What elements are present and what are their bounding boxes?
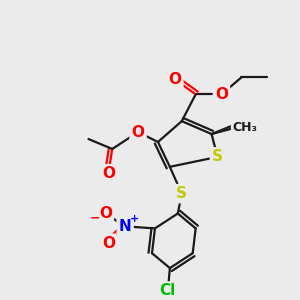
Text: +: + xyxy=(130,214,139,224)
Text: O: O xyxy=(168,72,181,87)
Text: O: O xyxy=(99,206,112,221)
Text: O: O xyxy=(215,87,228,102)
Text: O: O xyxy=(102,236,115,251)
Text: −: − xyxy=(90,212,101,225)
Text: CH₃: CH₃ xyxy=(233,121,258,134)
Text: O: O xyxy=(132,124,145,140)
Text: O: O xyxy=(102,166,115,181)
Text: S: S xyxy=(176,186,187,201)
Text: N: N xyxy=(119,219,132,234)
Text: S: S xyxy=(212,149,223,164)
Text: Cl: Cl xyxy=(160,284,176,298)
